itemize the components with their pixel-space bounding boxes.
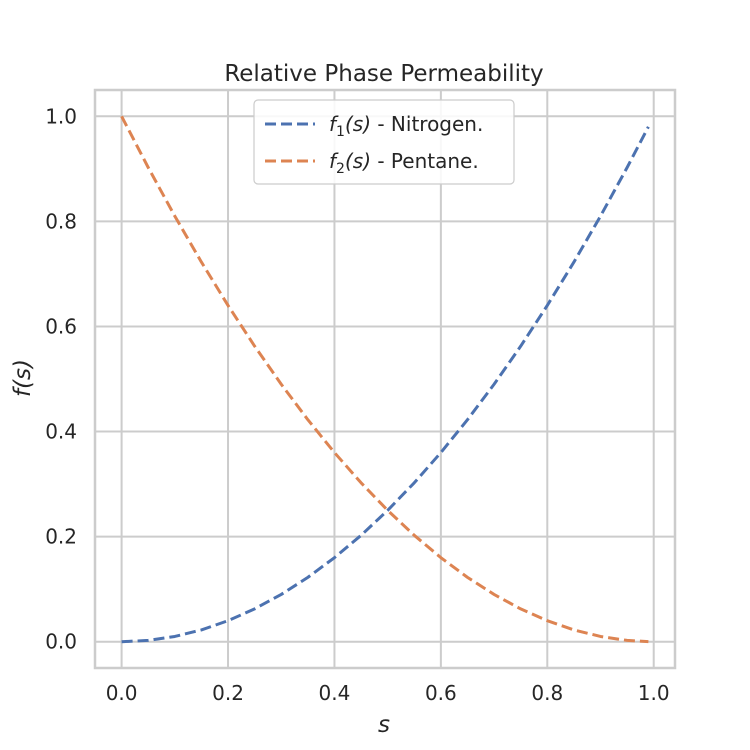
- legend-func-pentane: f: [329, 149, 339, 173]
- chart-title: Relative Phase Permeability: [224, 61, 543, 87]
- series-line-pentane: [120, 115, 649, 644]
- x-axis-label: s: [378, 712, 390, 738]
- y-axis-label: f(s): [10, 359, 36, 397]
- y-tick-label: 0.2: [45, 525, 77, 549]
- legend-sub-pentane: 2: [336, 161, 345, 177]
- x-tick-label: 0.6: [425, 681, 457, 705]
- legend-entry-pentane: f2(s) - Pentane.: [329, 149, 479, 177]
- y-tick-label: 0.6: [45, 314, 77, 338]
- legend-arg-pentane: (s): [345, 149, 371, 173]
- y-tick-label: 0.0: [45, 630, 77, 654]
- plot-frame: [93, 88, 677, 670]
- x-tick-label: 1.0: [638, 681, 670, 705]
- legend-entry-nitrogen: f1(s) - Nitrogen.: [329, 112, 483, 140]
- legend-suffix-nitrogen: - Nitrogen.: [371, 112, 483, 136]
- legend-suffix-pentane: - Pentane.: [371, 149, 479, 173]
- x-tick-label: 0.0: [106, 681, 138, 705]
- y-tick-label: 1.0: [45, 104, 77, 128]
- series-line-nitrogen: [121, 126, 650, 644]
- x-tick-label: 0.2: [212, 681, 244, 705]
- legend-sub-nitrogen: 1: [336, 124, 345, 140]
- x-tick-label: 0.4: [319, 681, 351, 705]
- legend-func-nitrogen: f: [329, 112, 339, 136]
- y-tick-label: 0.4: [45, 420, 77, 444]
- x-tick-label: 0.8: [531, 681, 563, 705]
- legend-arg-nitrogen: (s): [345, 112, 371, 136]
- grid: [95, 90, 675, 668]
- y-tick-labels: 0.0 0.2 0.4 0.6 0.8 1.0: [45, 104, 77, 653]
- legend: f1(s) - Nitrogen. f2(s) - Pentane.: [253, 99, 515, 185]
- legend-box: [253, 99, 515, 185]
- y-tick-label: 0.8: [45, 209, 77, 233]
- x-tick-labels: 0.0 0.2 0.4 0.6 0.8 1.0: [106, 681, 670, 705]
- series-layer: [120, 115, 650, 644]
